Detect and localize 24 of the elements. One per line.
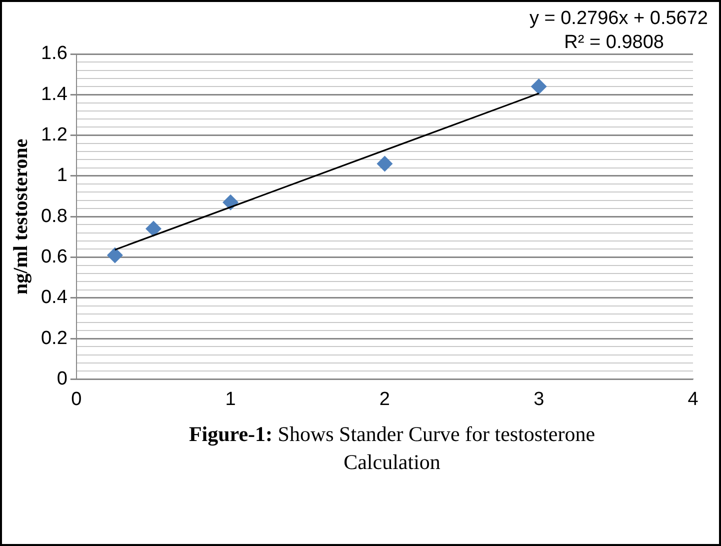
x-tick-label: 0 bbox=[71, 388, 82, 410]
x-tick-label: 3 bbox=[534, 388, 544, 410]
y-tick-label: 1.4 bbox=[40, 84, 68, 105]
text: Shows Stander Curve for testosterone Calculation bbox=[276, 422, 596, 474]
x-tick-label: 2 bbox=[379, 388, 390, 410]
y-axis-title: ng/ml testosterone bbox=[10, 138, 32, 294]
y-tick-label: 0.4 bbox=[40, 287, 68, 308]
point bbox=[222, 194, 239, 210]
y-tick-label: 0.6 bbox=[40, 246, 68, 268]
x-tick-label: 1 bbox=[225, 388, 236, 410]
text: y = 0.2796x + 0.5672 bbox=[529, 8, 708, 29]
point bbox=[376, 156, 393, 172]
text: R² = 0.9808 bbox=[564, 32, 664, 53]
x-tick-label: 4 bbox=[688, 388, 699, 410]
text: Figure-1: bbox=[188, 422, 273, 446]
y-tick-label: 0.2 bbox=[40, 328, 68, 349]
point bbox=[106, 247, 123, 264]
y-tick-label: 0 bbox=[56, 368, 68, 390]
y-tick-label: 1.2 bbox=[40, 124, 68, 146]
y-tick-label: 1.6 bbox=[40, 43, 68, 64]
point bbox=[530, 78, 547, 95]
point bbox=[145, 220, 162, 237]
y-tick-label: 1 bbox=[56, 165, 68, 186]
y-tick-label: 0.8 bbox=[40, 206, 68, 227]
